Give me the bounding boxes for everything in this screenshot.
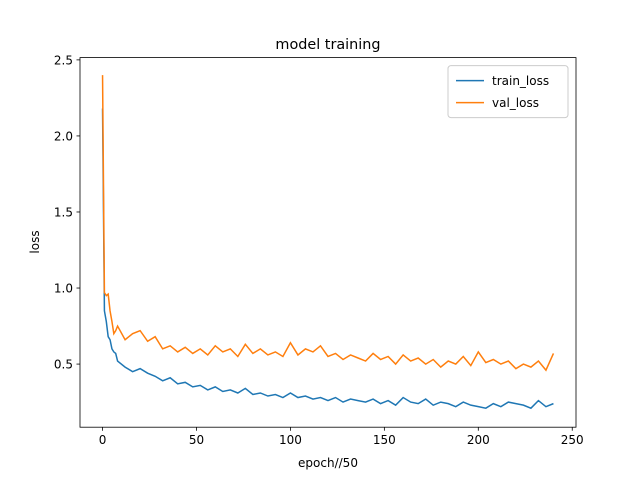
x-tick-label: 50	[189, 433, 204, 447]
y-tick-label: 0.5	[54, 358, 73, 372]
x-tick-label: 0	[99, 433, 107, 447]
legend-box	[447, 65, 569, 119]
chart-title: model training	[275, 37, 380, 53]
y-tick-label: 1.5	[54, 205, 73, 219]
y-tick-label: 1.0	[54, 282, 73, 296]
axes-frame	[79, 57, 577, 428]
y-tick-label: 2.5	[54, 53, 73, 67]
x-tick-label: 150	[373, 433, 396, 447]
line-series	[101, 75, 555, 372]
x-axis-label: epoch//50	[298, 456, 358, 470]
y-axis-label: loss	[28, 230, 42, 253]
line-series	[101, 108, 554, 410]
y-tick-label: 2.0	[54, 129, 73, 143]
legend-label: train_loss	[492, 74, 549, 88]
x-tick-label: 100	[279, 433, 302, 447]
x-tick-label: 250	[561, 433, 584, 447]
x-tick-label: 200	[467, 433, 490, 447]
legend-label: val_loss	[492, 96, 539, 110]
